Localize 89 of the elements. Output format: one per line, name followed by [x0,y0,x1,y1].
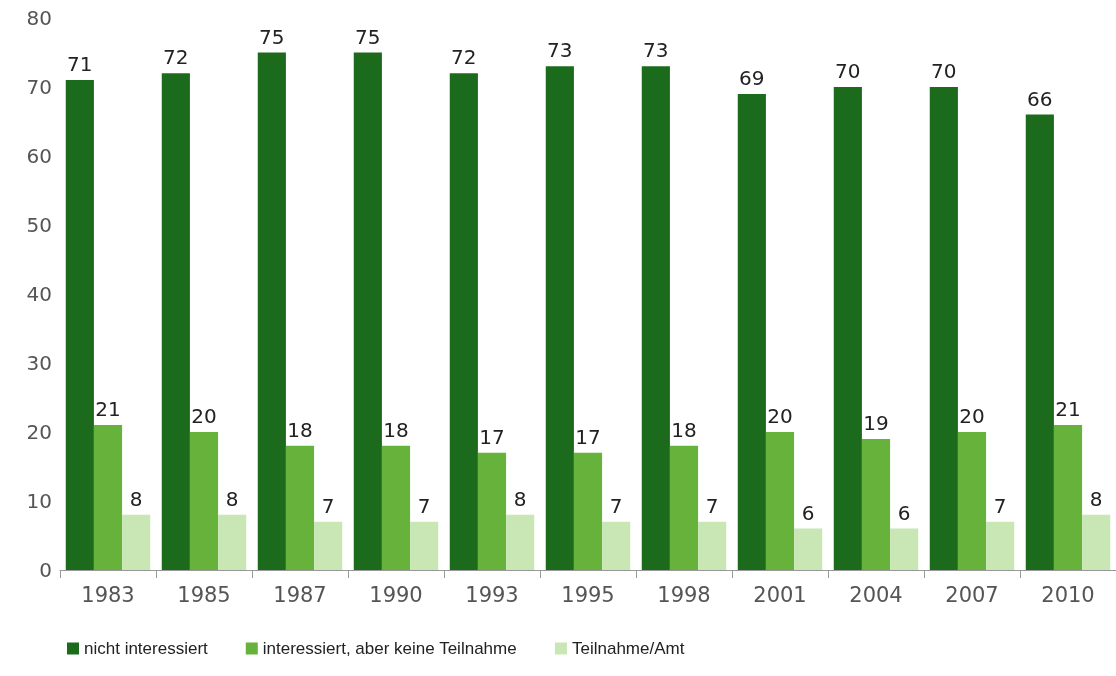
bar [794,528,823,570]
data-label: 8 [1089,486,1103,511]
bar [986,521,1015,570]
bar [573,452,603,570]
data-label: 6 [897,500,911,525]
data-label: 73 [643,38,669,63]
data-label: 18 [287,417,313,442]
x-tick-label: 1985 [177,582,231,607]
data-label: 19 [863,410,889,435]
bar [449,73,478,570]
y-tick-label: 50 [26,213,52,237]
data-label: 7 [993,493,1007,518]
bar [1053,425,1083,570]
data-label: 7 [609,493,623,518]
data-label: 18 [383,417,409,442]
data-label: 70 [931,59,957,83]
bar [218,514,247,570]
data-label: 6 [801,500,815,525]
legend-label: Teilnahme/Amt [571,639,685,658]
bar [737,93,766,570]
data-label: 69 [739,65,765,90]
y-tick-label: 10 [26,489,52,513]
y-tick-label: 70 [26,75,52,99]
data-label: 8 [129,486,143,511]
bar [353,52,382,570]
data-label: 18 [671,417,697,442]
x-tick-label: 2010 [1041,582,1095,607]
x-tick-label: 1998 [657,582,711,607]
bar [189,432,219,570]
bar [545,66,574,570]
data-label: 75 [259,24,285,49]
bar [257,52,286,570]
x-tick-label: 2007 [945,582,999,607]
bar [765,432,795,570]
data-label: 17 [575,424,601,449]
data-label: 71 [67,52,93,77]
data-label: 66 [1027,86,1053,111]
data-label: 7 [321,493,335,518]
bar [957,432,987,570]
x-tick-label: 2004 [849,582,903,607]
bar [669,445,699,570]
data-label: 8 [225,486,239,511]
x-tick-label: 1993 [465,582,519,607]
data-label: 20 [767,404,793,428]
bar [698,521,727,570]
x-tick-label: 1995 [561,582,615,607]
y-tick-label: 60 [26,144,52,168]
bar [381,445,411,570]
bar [861,438,891,570]
legend-label: nicht interessiert [84,639,209,658]
y-tick-label: 30 [26,351,52,375]
y-tick-label: 80 [26,6,52,30]
bar [1082,514,1111,570]
bar [93,425,123,570]
bar [641,66,670,570]
data-label: 70 [835,59,861,83]
data-label: 8 [513,486,527,511]
data-label: 73 [547,38,573,63]
x-tick-label: 1990 [369,582,423,607]
data-label: 72 [451,45,477,70]
y-tick-label: 0 [39,558,52,582]
y-tick-label: 20 [26,420,52,444]
bar [929,87,958,570]
bar [477,452,507,570]
bar [833,87,862,570]
legend-label: interessiert, aber keine Teilnahme [262,639,517,658]
x-tick-label: 1987 [273,582,327,607]
data-label: 75 [355,24,381,49]
bar [161,73,190,570]
bar [506,514,535,570]
data-label: 72 [163,45,189,70]
bar [285,445,315,570]
data-label: 20 [959,404,985,428]
bar [410,521,439,570]
bar [122,514,151,570]
bar [1025,114,1054,570]
bar [65,80,94,570]
data-label: 20 [191,404,217,428]
x-tick-label: 1983 [81,582,135,607]
y-tick-label: 40 [26,282,52,306]
data-label: 7 [705,493,719,518]
bar [602,521,631,570]
data-label: 21 [95,397,121,422]
data-label: 17 [479,424,505,449]
bar [314,521,343,570]
data-label: 7 [417,493,431,518]
x-tick-label: 2001 [753,582,807,607]
bar [890,528,919,570]
data-label: 21 [1055,397,1081,422]
